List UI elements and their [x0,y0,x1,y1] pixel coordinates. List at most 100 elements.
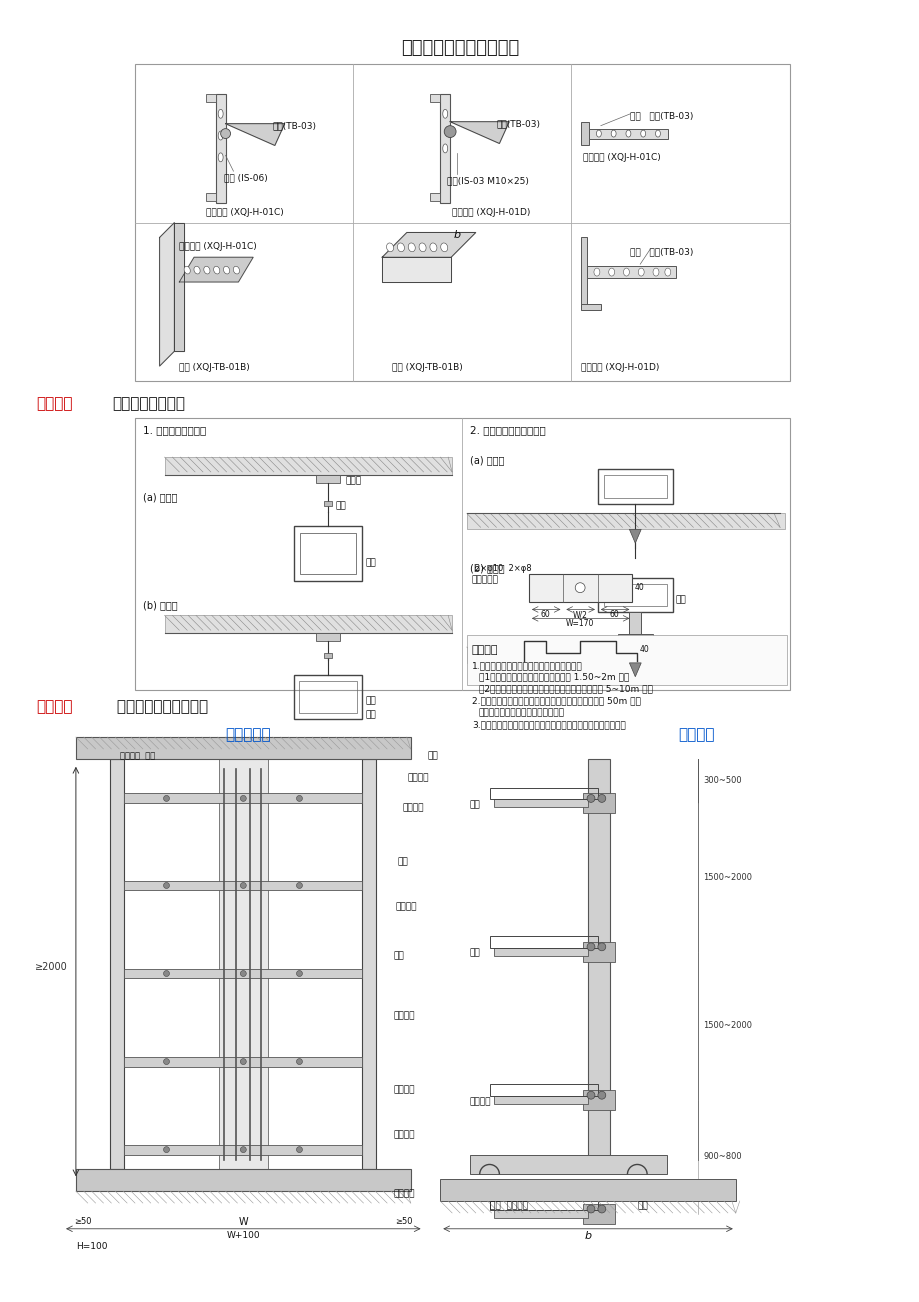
Bar [430,193,440,201]
Circle shape [164,796,169,801]
Bar [583,1204,614,1224]
Text: ≥2000: ≥2000 [35,962,68,971]
Text: 托臂(TB-03): 托臂(TB-03) [496,120,539,129]
Text: （1）垂直敏设时，电缆的上端及每隔 1.50~2m 处；: （1）垂直敏设时，电缆的上端及每隔 1.50~2m 处； [478,673,629,682]
Circle shape [296,796,302,801]
Bar [470,1155,666,1174]
Text: W+100: W+100 [226,1230,260,1240]
Bar [206,94,216,102]
Text: 槽钢支架: 槽钢支架 [395,902,417,911]
Text: 托臂 (XQJ-TB-01B): 托臂 (XQJ-TB-01B) [179,363,250,372]
Text: 2×φ10  2×φ8: 2×φ10 2×φ8 [474,564,531,573]
Text: 梯架: 梯架 [637,1200,647,1210]
Text: W=170: W=170 [565,620,594,629]
Text: 900~800: 900~800 [702,1152,741,1161]
Bar [587,759,609,1160]
Ellipse shape [218,132,223,141]
Text: 槽钢立柱 (XQJ-H-01C): 槽钢立柱 (XQJ-H-01C) [583,154,660,163]
Circle shape [597,1091,605,1099]
Text: 沿墙安装: 沿墙安装 [677,728,714,742]
Bar [124,880,362,891]
Bar [301,534,356,574]
Text: 40: 40 [639,644,648,654]
Text: 防火填料: 防火填料 [392,1130,414,1139]
Text: 托架大样图: 托架大样图 [471,575,498,585]
Circle shape [240,1059,246,1065]
Text: 膨胀螺栓: 膨胀螺栓 [407,773,429,783]
Bar [581,237,586,307]
Bar [489,1198,597,1210]
Text: 60: 60 [609,611,618,620]
Ellipse shape [218,109,223,118]
Bar [124,1144,362,1155]
Text: 螺栓(IS-03 M10×25): 螺栓(IS-03 M10×25) [447,176,528,185]
Bar [494,948,587,956]
Polygon shape [381,258,450,283]
Text: 梯架: 梯架 [470,801,480,810]
Text: 螺栓 (IS-06): 螺栓 (IS-06) [223,173,267,182]
Bar [323,501,332,505]
Bar [216,94,225,203]
Ellipse shape [429,243,437,251]
Circle shape [597,943,605,950]
Ellipse shape [218,152,223,161]
Ellipse shape [397,243,404,251]
Circle shape [164,883,169,888]
Bar [489,1085,597,1096]
Text: 防火墙板: 防火墙板 [392,1086,414,1094]
Text: 3.由缆桥架存穿过防火墙及防火楼板时，应采取防火隔离措施。: 3.由缆桥架存穿过防火墙及防火楼板时，应采取防火隔离措施。 [471,720,625,729]
Text: 1.电缆桥架内的电缆应在下列部位进行固定：: 1.电缆桥架内的电缆应在下列部位进行固定： [471,661,582,671]
Ellipse shape [640,130,645,137]
Circle shape [296,1059,302,1065]
Text: 2. 电缆桥架落地安装方法: 2. 电缆桥架落地安装方法 [470,426,545,435]
Ellipse shape [213,266,220,273]
Text: (a) 方式一: (a) 方式一 [142,492,177,501]
Bar [165,616,451,633]
Bar [75,1169,410,1191]
Text: 1. 电缆桥架吊装方法: 1. 电缆桥架吊装方法 [142,426,206,435]
Ellipse shape [442,145,448,152]
Bar [466,635,786,685]
Ellipse shape [610,130,616,137]
Text: 设有编号、型号及起、止点等标记。: 设有编号、型号及起、止点等标记。 [478,708,564,717]
Text: 竝井内安装: 竝井内安装 [225,728,271,742]
Bar [583,941,614,962]
Text: (b) 方式二: (b) 方式二 [470,562,504,573]
Text: 电缆: 电缆 [392,952,403,961]
Text: 桥架: 桥架 [365,559,376,566]
Ellipse shape [623,268,629,276]
Text: 2.电缆桥架内的电缆应首端、尾端、分支、转弯及每隔 50m 处，: 2.电缆桥架内的电缆应首端、尾端、分支、转弯及每隔 50m 处， [471,697,640,706]
Text: 托臂 (XQJ-TB-01B): 托臂 (XQJ-TB-01B) [391,363,462,372]
Text: 托臂(TB-03): 托臂(TB-03) [273,121,316,130]
Polygon shape [225,124,284,146]
Text: （2）水平敏设时，电缆的首、尾两端、转弯及每隔 5~10m 处。: （2）水平敏设时，电缆的首、尾两端、转弯及每隔 5~10m 处。 [478,685,652,694]
Ellipse shape [594,268,599,276]
Bar [466,647,784,663]
Ellipse shape [194,266,200,273]
Ellipse shape [223,266,230,273]
Ellipse shape [655,130,660,137]
Bar [323,654,332,658]
Bar [362,759,376,1169]
Text: 槽柱: 槽柱 [398,858,408,867]
Polygon shape [449,121,509,143]
Bar [583,1090,614,1111]
Text: b: b [453,229,460,240]
Text: 支架: 支架 [427,751,437,760]
Bar [124,1057,362,1066]
Text: (a) 方式一: (a) 方式一 [470,456,504,465]
Circle shape [586,943,595,950]
Text: 托板: 托板 [365,711,376,720]
Polygon shape [175,223,184,352]
Text: 〈附四〉: 〈附四〉 [37,699,73,715]
Ellipse shape [596,130,601,137]
Text: 1500~2000: 1500~2000 [702,1022,752,1030]
Bar [206,193,216,201]
Bar [528,574,631,602]
Text: 夹板: 夹板 [470,949,480,958]
Bar [494,1210,587,1217]
Ellipse shape [386,243,393,251]
Circle shape [240,1147,246,1152]
Bar [219,759,267,1169]
Circle shape [296,970,302,976]
